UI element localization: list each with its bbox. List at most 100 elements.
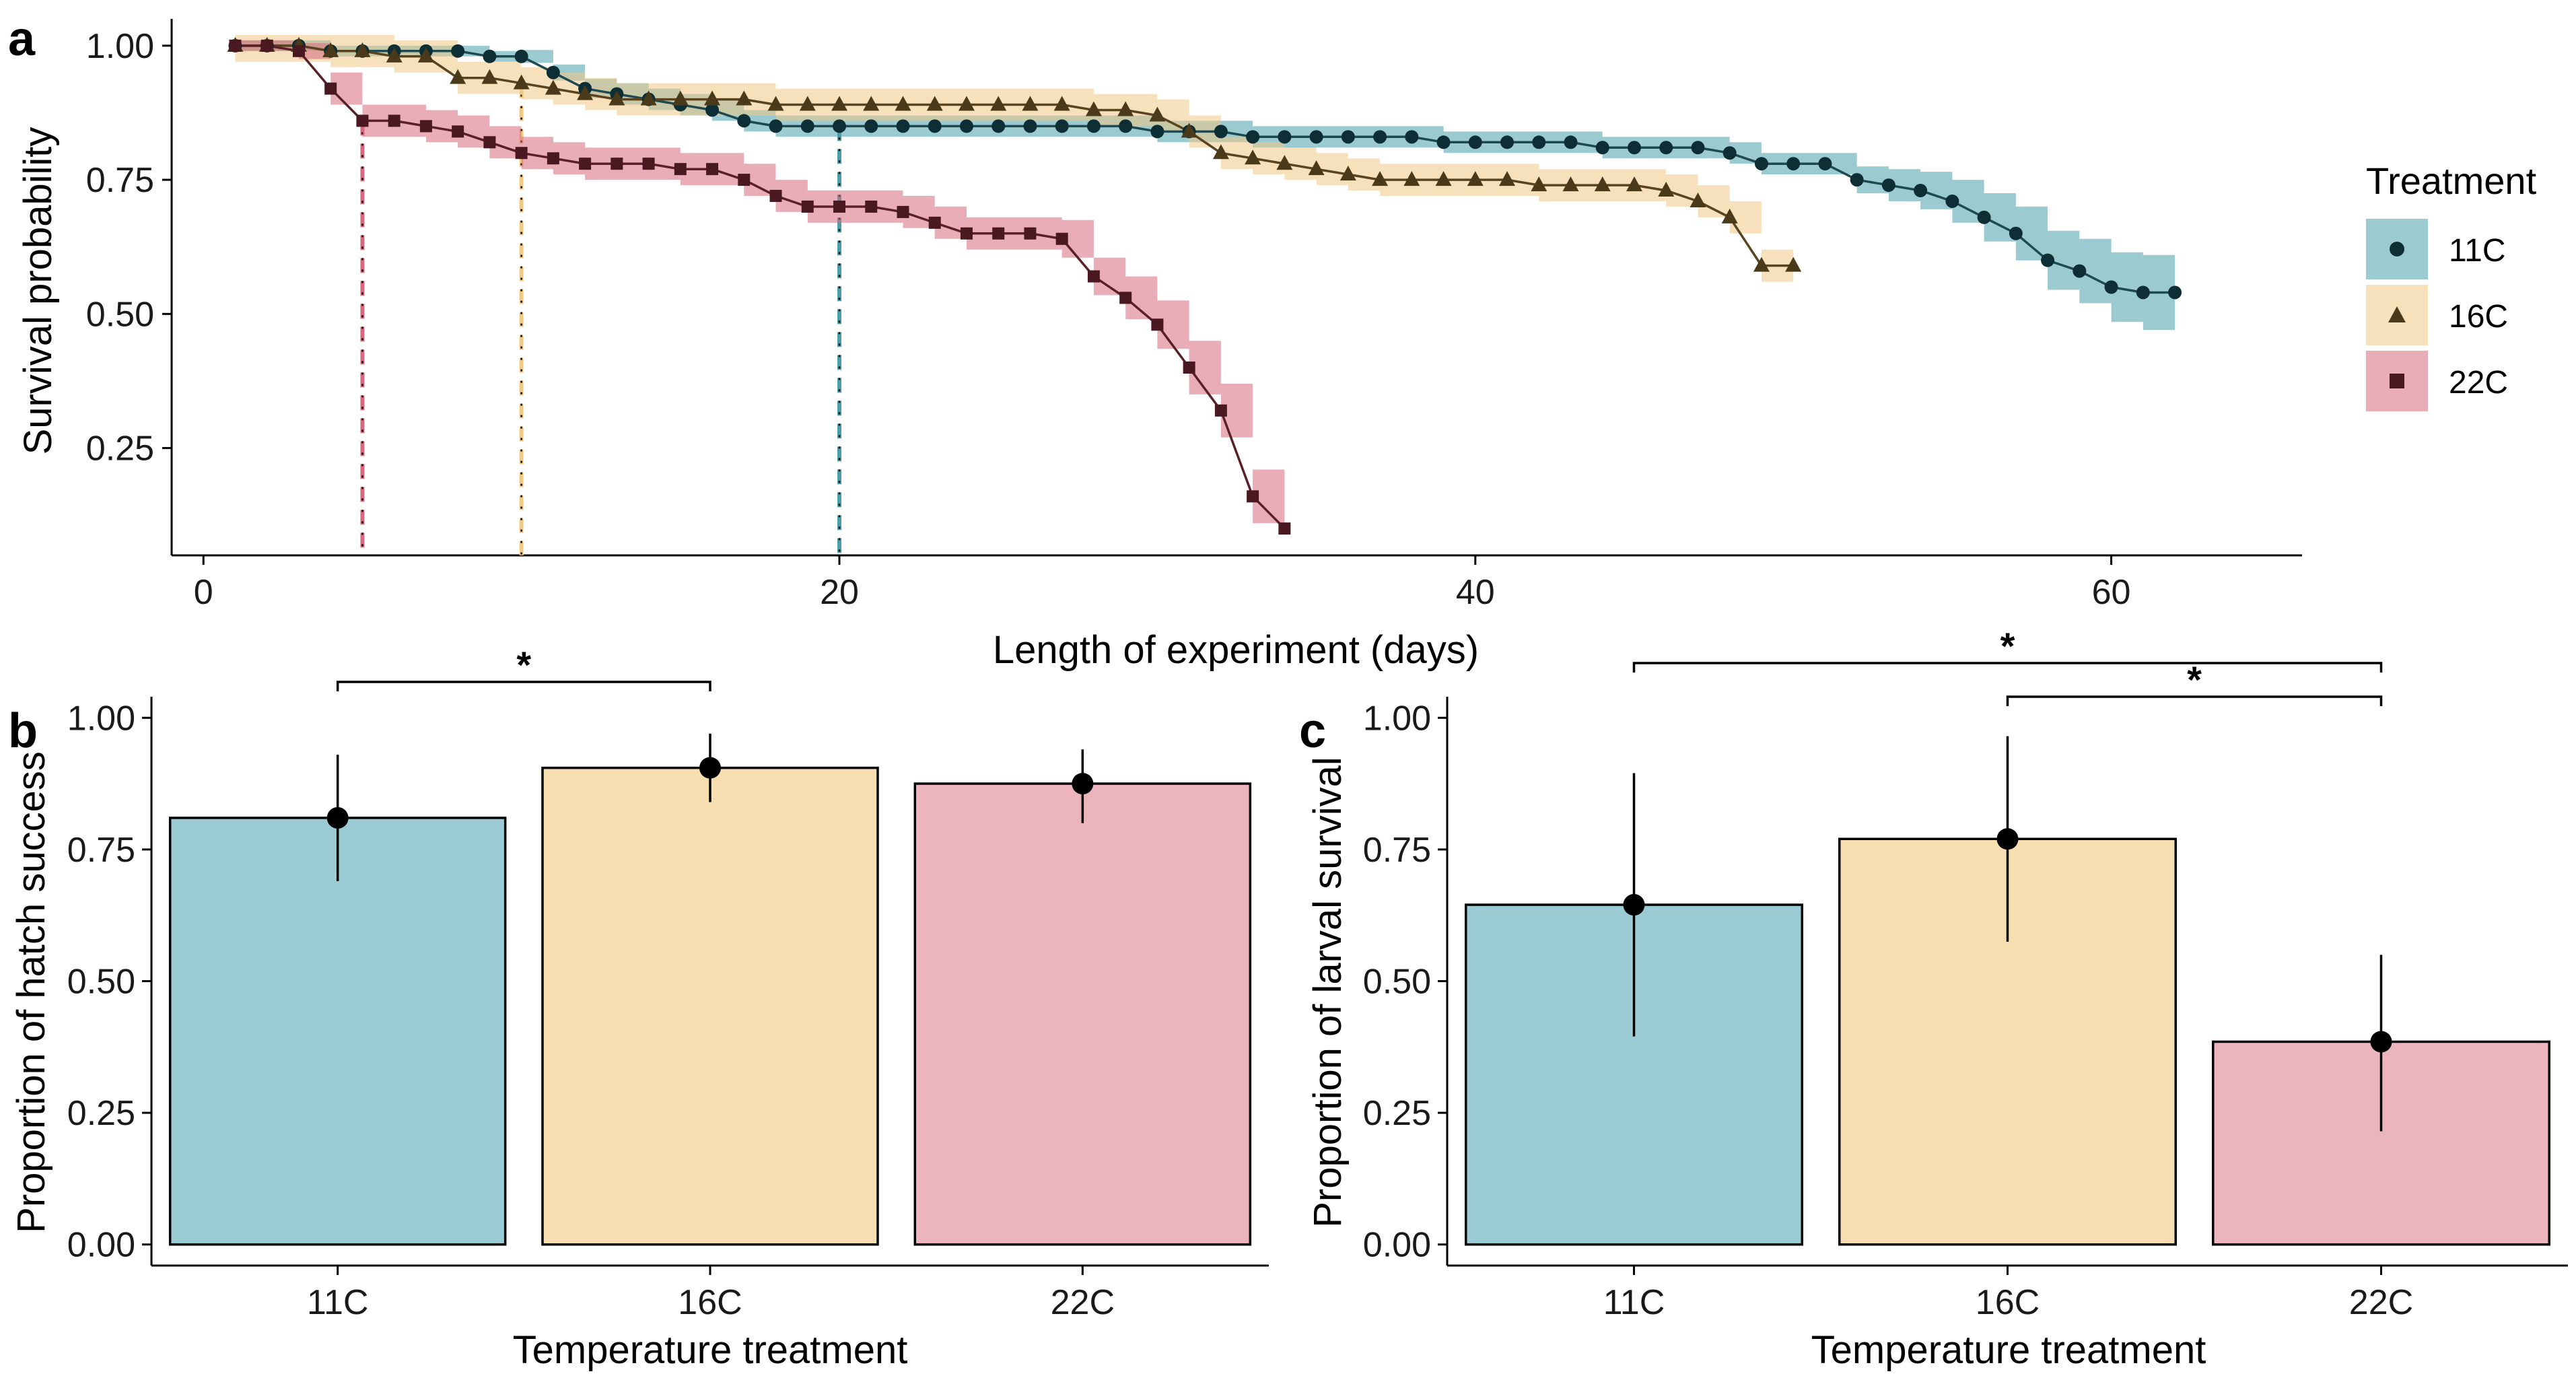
data-point-11c [1722, 146, 1737, 160]
data-point-22c [1151, 318, 1164, 331]
data-point-11c [1278, 130, 1292, 144]
data-point-16c [1753, 256, 1770, 272]
panel-c-x-tick-label: 22C [2349, 1283, 2413, 1322]
data-point-11c [1309, 130, 1323, 144]
data-point-22c [611, 158, 623, 170]
data-point-16c [386, 47, 403, 63]
panel-b-x-axis-title: Temperature treatment [513, 1328, 908, 1372]
data-point-16c [1149, 106, 1166, 122]
data-point-16c [1658, 182, 1675, 197]
data-point-22c [292, 44, 305, 57]
panel-b-significance-star: * [516, 644, 531, 686]
legend-label-11c: 11C [2449, 233, 2506, 269]
panel-label-c: c [1299, 704, 1326, 758]
data-point-16c [736, 90, 753, 106]
data-point-11c [1850, 173, 1864, 187]
panel-b-y-tick-label: 0.75 [67, 831, 135, 870]
data-point-16c [608, 90, 625, 106]
panel-c-x-axis-title: Temperature treatment [1811, 1328, 2206, 1372]
data-point-11c [1150, 125, 1164, 139]
panel-b-bar-11c [168, 817, 507, 1246]
panel-b-x-tick-label: 11C [307, 1283, 369, 1322]
data-point-22c [642, 158, 655, 170]
survival-line-22c [235, 44, 1286, 530]
data-point-22c [1119, 291, 1132, 304]
panel-c-x-tick-label: 11C [1603, 1283, 1665, 1322]
data-point-16c [1435, 171, 1452, 186]
data-point-11c [1691, 141, 1705, 155]
data-point-22c [419, 120, 432, 133]
panel-label-b: b [8, 704, 38, 758]
legend-label-22c: 22C [2449, 365, 2508, 401]
legend-title: Treatment [2366, 160, 2537, 202]
panel-a-y-tick-label: 0.25 [86, 429, 154, 469]
data-point-11c [833, 119, 847, 133]
data-point-11c [737, 114, 751, 128]
data-point-22c [928, 216, 941, 229]
data-point-11c [1086, 119, 1101, 133]
panel-b-x-tick-label: 22C [1051, 1283, 1115, 1322]
data-point-11c [1373, 130, 1387, 144]
data-point-11c [1627, 141, 1641, 155]
data-point-11c [1595, 141, 1609, 155]
panel-c-mean-point-16c [1996, 828, 2019, 850]
data-point-22c [706, 163, 719, 176]
data-point-11c [2168, 285, 2182, 300]
data-point-11c [769, 119, 783, 133]
ci-band-16c [235, 34, 1794, 282]
data-point-11c [800, 119, 814, 133]
panel-a-y-tick-label: 0.50 [86, 295, 154, 334]
data-point-11c [896, 119, 910, 133]
data-point-22c [801, 200, 814, 213]
data-point-11c [2041, 253, 2055, 267]
data-point-11c [451, 44, 465, 58]
panel-b-x-tick-label: 16C [678, 1283, 742, 1322]
legend: Treatment 11C 16C 22C [2366, 160, 2537, 411]
data-point-16c [1403, 171, 1420, 186]
data-point-11c [991, 119, 1006, 133]
data-point-22c [1024, 227, 1037, 240]
data-point-11c [1914, 184, 1928, 198]
panel-b-mean-point-16c [699, 757, 721, 779]
data-point-11c [2073, 264, 2087, 278]
data-point-11c [1977, 210, 1991, 224]
data-point-11c [1055, 119, 1069, 133]
data-point-11c [2009, 226, 2023, 240]
data-point-11c [959, 119, 973, 133]
panel-b-significance-bracket [336, 681, 711, 691]
panel-c-y-tick-label: 0.50 [1363, 963, 1431, 1002]
data-point-16c [895, 96, 911, 111]
data-point-22c [1055, 232, 1068, 245]
data-point-16c [767, 96, 784, 111]
data-point-22c [324, 82, 337, 95]
data-point-16c [450, 69, 466, 84]
data-point-11c [1818, 157, 1832, 171]
data-point-11c [1341, 130, 1355, 144]
data-point-16c [1626, 176, 1642, 192]
panel-b-y-tick-label: 0.50 [67, 963, 135, 1002]
legend-label-16c: 16C [2449, 299, 2508, 335]
panel-b-y-axis-title: Proportion of hatch success [9, 751, 53, 1233]
data-point-22c [865, 200, 878, 213]
data-point-11c [1786, 157, 1801, 171]
panel-a-y-tick-label: 1.00 [86, 27, 154, 66]
data-point-11c [514, 49, 528, 63]
panel-b-y-tick-label: 0.25 [67, 1094, 135, 1133]
data-point-16c [799, 96, 816, 111]
data-point-16c [1339, 166, 1356, 181]
data-point-16c [1690, 192, 1706, 207]
data-point-11c [546, 65, 560, 79]
data-point-16c [1562, 176, 1579, 192]
data-point-11c [1881, 178, 1895, 193]
data-point-11c [2136, 285, 2150, 300]
data-point-16c [1721, 208, 1738, 223]
data-point-11c [1564, 135, 1578, 149]
panel-a-x-tick-label: 40 [1456, 573, 1495, 612]
data-point-16c [831, 96, 848, 111]
panel-c-mean-point-22c [2370, 1031, 2392, 1053]
ci-band-22c [235, 40, 1285, 553]
data-point-11c [1246, 130, 1260, 144]
legend-marker-16c [2388, 306, 2406, 322]
data-point-22c [547, 152, 559, 165]
